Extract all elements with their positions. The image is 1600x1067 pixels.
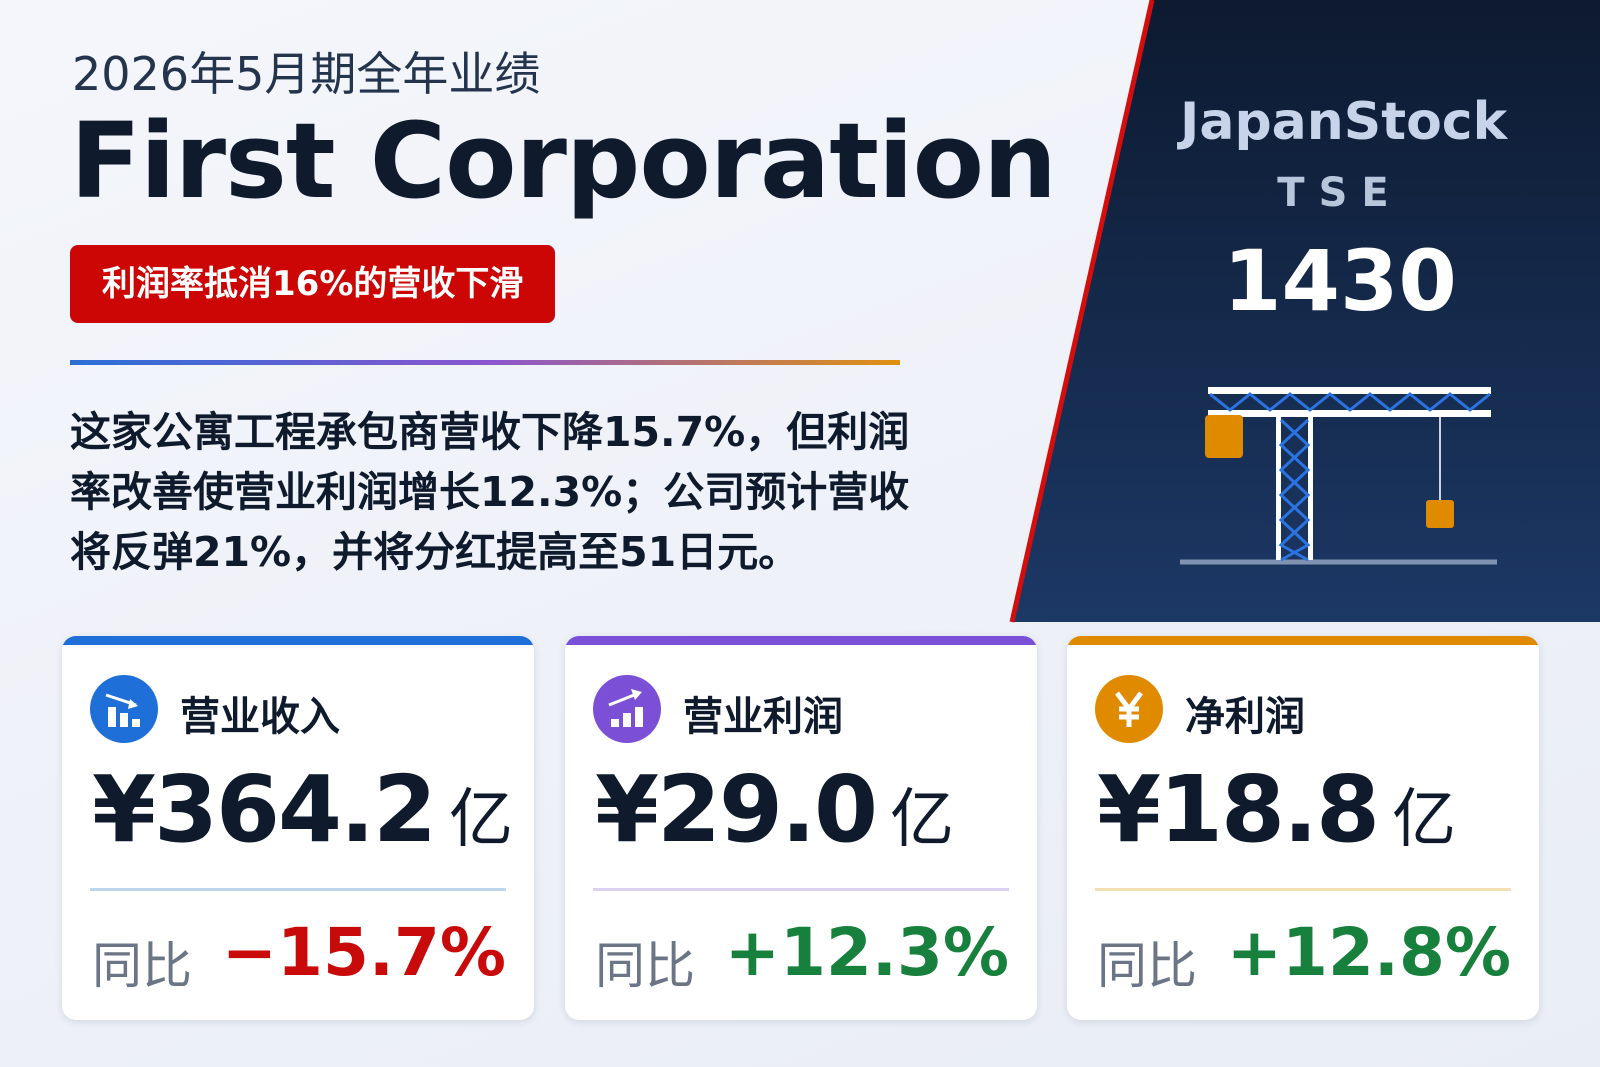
panel-edge bbox=[1009, 0, 1155, 623]
card-icon bbox=[593, 675, 661, 743]
title: First Corporation bbox=[70, 100, 1057, 222]
card-accent bbox=[565, 636, 1037, 645]
yoy-change: +12.3% bbox=[724, 914, 1009, 991]
card-value: ¥364.2 亿 bbox=[92, 756, 513, 863]
metric-card: 营业利润 ¥29.0 亿 同比 +12.3% bbox=[565, 636, 1037, 1020]
card-accent bbox=[1067, 636, 1539, 645]
value: ¥364.2 bbox=[92, 756, 437, 863]
card-label: 营业利润 bbox=[683, 694, 843, 740]
card-accent bbox=[62, 636, 534, 645]
headline-badge: 利润率抵消16%的营收下滑 bbox=[70, 245, 556, 323]
unit: 亿 bbox=[890, 783, 955, 857]
metric-card: 营业收入 ¥364.2 亿 同比 −15.7% bbox=[62, 636, 534, 1020]
yoy-change: −15.7% bbox=[221, 914, 506, 991]
metric-card: 净利润 ¥18.8 亿 同比 +12.8% bbox=[1067, 636, 1539, 1020]
crane-icon bbox=[1180, 387, 1497, 565]
yoy-label: 同比 bbox=[595, 937, 695, 995]
yoy-change: +12.8% bbox=[1226, 914, 1511, 991]
card-value: ¥29.0 亿 bbox=[595, 756, 954, 863]
exchange: TSE bbox=[1277, 170, 1403, 216]
card-icon bbox=[1095, 675, 1163, 743]
card-label: 净利润 bbox=[1185, 694, 1305, 740]
card-divider bbox=[90, 888, 506, 891]
yoy-label: 同比 bbox=[92, 937, 192, 995]
value: ¥29.0 bbox=[595, 756, 878, 863]
yoy-label: 同比 bbox=[1097, 937, 1197, 995]
card-label: 营业收入 bbox=[180, 694, 340, 740]
subtitle: 2026年5月期全年业绩 bbox=[72, 47, 541, 101]
brand-panel bbox=[1009, 0, 1600, 623]
brand-name: JapanStock bbox=[1180, 92, 1508, 152]
card-divider bbox=[1095, 888, 1511, 891]
card-value: ¥18.8 亿 bbox=[1097, 756, 1456, 863]
value: ¥18.8 bbox=[1097, 756, 1380, 863]
summary: 这家公寓工程承包商营收下降15.7%，但利润率改善使营业利润增长12.3%；公司… bbox=[70, 408, 910, 576]
unit: 亿 bbox=[449, 783, 514, 857]
unit: 亿 bbox=[1392, 783, 1457, 857]
panel-bg bbox=[1012, 0, 1600, 622]
divider bbox=[70, 360, 900, 365]
card-divider bbox=[593, 888, 1009, 891]
stock-code: 1430 bbox=[1223, 232, 1457, 330]
card-icon bbox=[90, 675, 158, 743]
